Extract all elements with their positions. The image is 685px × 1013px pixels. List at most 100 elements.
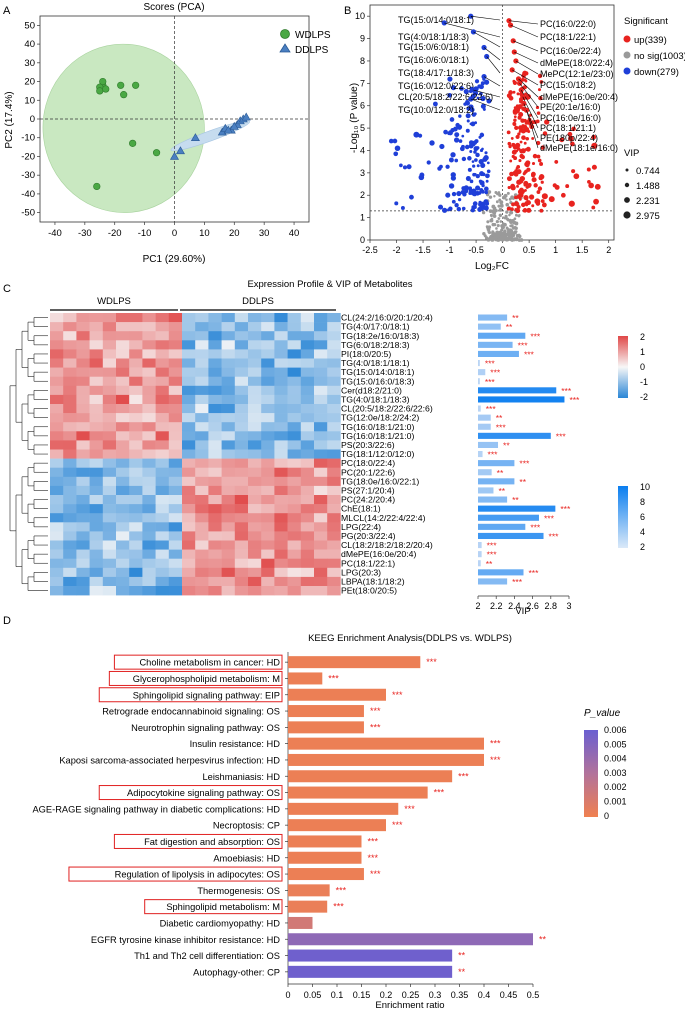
vip-significance-stars: *** [496, 422, 507, 432]
kegg-colorbar-label: 0.005 [604, 739, 627, 749]
volcano-point-nosig [497, 217, 501, 220]
volcano-point-down [442, 207, 448, 213]
volcano-point-down [472, 192, 477, 197]
volcano-point-up [519, 148, 524, 154]
heatmap-cell [287, 586, 302, 596]
heatmap-cell [50, 358, 64, 368]
volcano-point-down [481, 147, 484, 151]
heatmap-cell [261, 385, 275, 396]
kegg-bar-label: Autophagy-other: CP [193, 967, 280, 977]
heatmap-cell [168, 340, 183, 350]
heatmap-cell [168, 558, 183, 569]
legend-vip-label-2: 1.488 [636, 181, 660, 192]
kegg-panel: KEEG Enrichment Analysis(DDLPS vs. WDLPS… [32, 633, 626, 1011]
vip-significance-stars: *** [569, 395, 580, 405]
heatmap-cell [221, 367, 236, 377]
heatmap-cell [314, 413, 328, 423]
heatmap-row-label: LPG(20:3) [341, 567, 381, 577]
volcano-label-left: TG(15:0/6:0/18:1) [398, 42, 469, 52]
volcano-point-up [523, 194, 529, 201]
volcano-point-up [536, 140, 541, 146]
heatmap-cell [274, 549, 288, 559]
heatmap-cell [195, 576, 209, 587]
volcano-point-down [472, 140, 478, 145]
heatmap-cell [248, 322, 262, 332]
volcano-point-down [457, 198, 462, 202]
heatmap-cell [314, 485, 328, 496]
heatmap-cell [195, 586, 209, 596]
heatmap-cell [168, 394, 183, 405]
heatmap-cell [208, 531, 222, 541]
heatmap-cell [221, 313, 236, 323]
heatmap-cell [155, 413, 170, 423]
heatmap-cell [208, 413, 222, 423]
kegg-bar [288, 884, 330, 897]
heatmap-cell [76, 576, 90, 587]
heatmap-cell [182, 567, 196, 578]
heatmap-cell [261, 586, 275, 596]
heatmap-cell [314, 558, 328, 569]
volcano-point-down [466, 106, 471, 111]
pca-xtick-label: 40 [289, 228, 300, 239]
heatmap-cell [208, 367, 222, 377]
heatmap-cell [274, 340, 288, 350]
heatmap-cell [129, 476, 143, 487]
heatmap-cell [102, 567, 117, 578]
pca-ytick-label: -20 [21, 151, 35, 162]
heatmap-cell [195, 313, 209, 323]
heatmap-cell [261, 558, 275, 569]
heatmap-cell [274, 485, 288, 496]
volcano-point-down [480, 103, 486, 109]
heatmap-cell [142, 422, 156, 432]
heatmap-cell [168, 531, 183, 541]
heatmap-cell [287, 440, 302, 450]
volcano-leader-line [513, 40, 539, 52]
heatmap-cell [63, 385, 77, 396]
volcano-point-nosig [504, 214, 508, 218]
heatmap-cell [327, 458, 341, 468]
pca-xtick-label: 20 [229, 228, 240, 239]
volcano-ytick-label: 4 [360, 145, 365, 155]
volcano-leader-line [518, 78, 539, 98]
heatmap-cell [274, 449, 288, 459]
kegg-bar [288, 770, 453, 783]
heatmap-cell [142, 458, 156, 468]
heatmap-cell [234, 331, 249, 341]
volcano-point-nosig [518, 213, 521, 217]
volcano-point-down [426, 160, 431, 165]
heatmap-cell [63, 576, 77, 587]
heatmap-cell [89, 340, 104, 350]
vip-significance-stars: *** [560, 504, 571, 514]
heatmap-cell [142, 549, 156, 559]
volcano-point-up [523, 182, 528, 187]
heatmap-cell [50, 313, 64, 323]
heatmap-cell [248, 531, 262, 541]
heatmap-cell [168, 458, 183, 468]
heatmap-cell [142, 413, 156, 423]
heatmap-cell [300, 513, 315, 523]
heatmap-cell [116, 367, 130, 377]
heatmap-cell [89, 431, 104, 441]
heatmap-cell [261, 576, 275, 587]
heatmap-cell [50, 567, 64, 578]
heatmap-cell [50, 322, 64, 332]
heatmap-cell [129, 485, 143, 496]
volcano-point-nosig [509, 210, 513, 215]
vip-bar [478, 396, 565, 403]
kegg-bar [288, 900, 328, 913]
heatmap-cell [116, 422, 130, 432]
volcano-point-nosig [515, 237, 519, 242]
vip-bar [478, 523, 526, 530]
heatmap-cell [248, 376, 262, 387]
heatmap-cell [261, 340, 275, 350]
kegg-significance-stars: *** [336, 885, 347, 895]
volcano-point-up [510, 137, 514, 140]
heatmap-cell [63, 331, 77, 341]
kegg-significance-stars: *** [490, 739, 501, 749]
heatmap-cell [234, 458, 249, 468]
volcano-point-down [469, 179, 474, 184]
heatmap-cell [314, 431, 328, 441]
heatmap-cell [234, 504, 249, 514]
pca-ytick-label: -40 [21, 189, 35, 200]
heatmap-cell [129, 358, 143, 368]
